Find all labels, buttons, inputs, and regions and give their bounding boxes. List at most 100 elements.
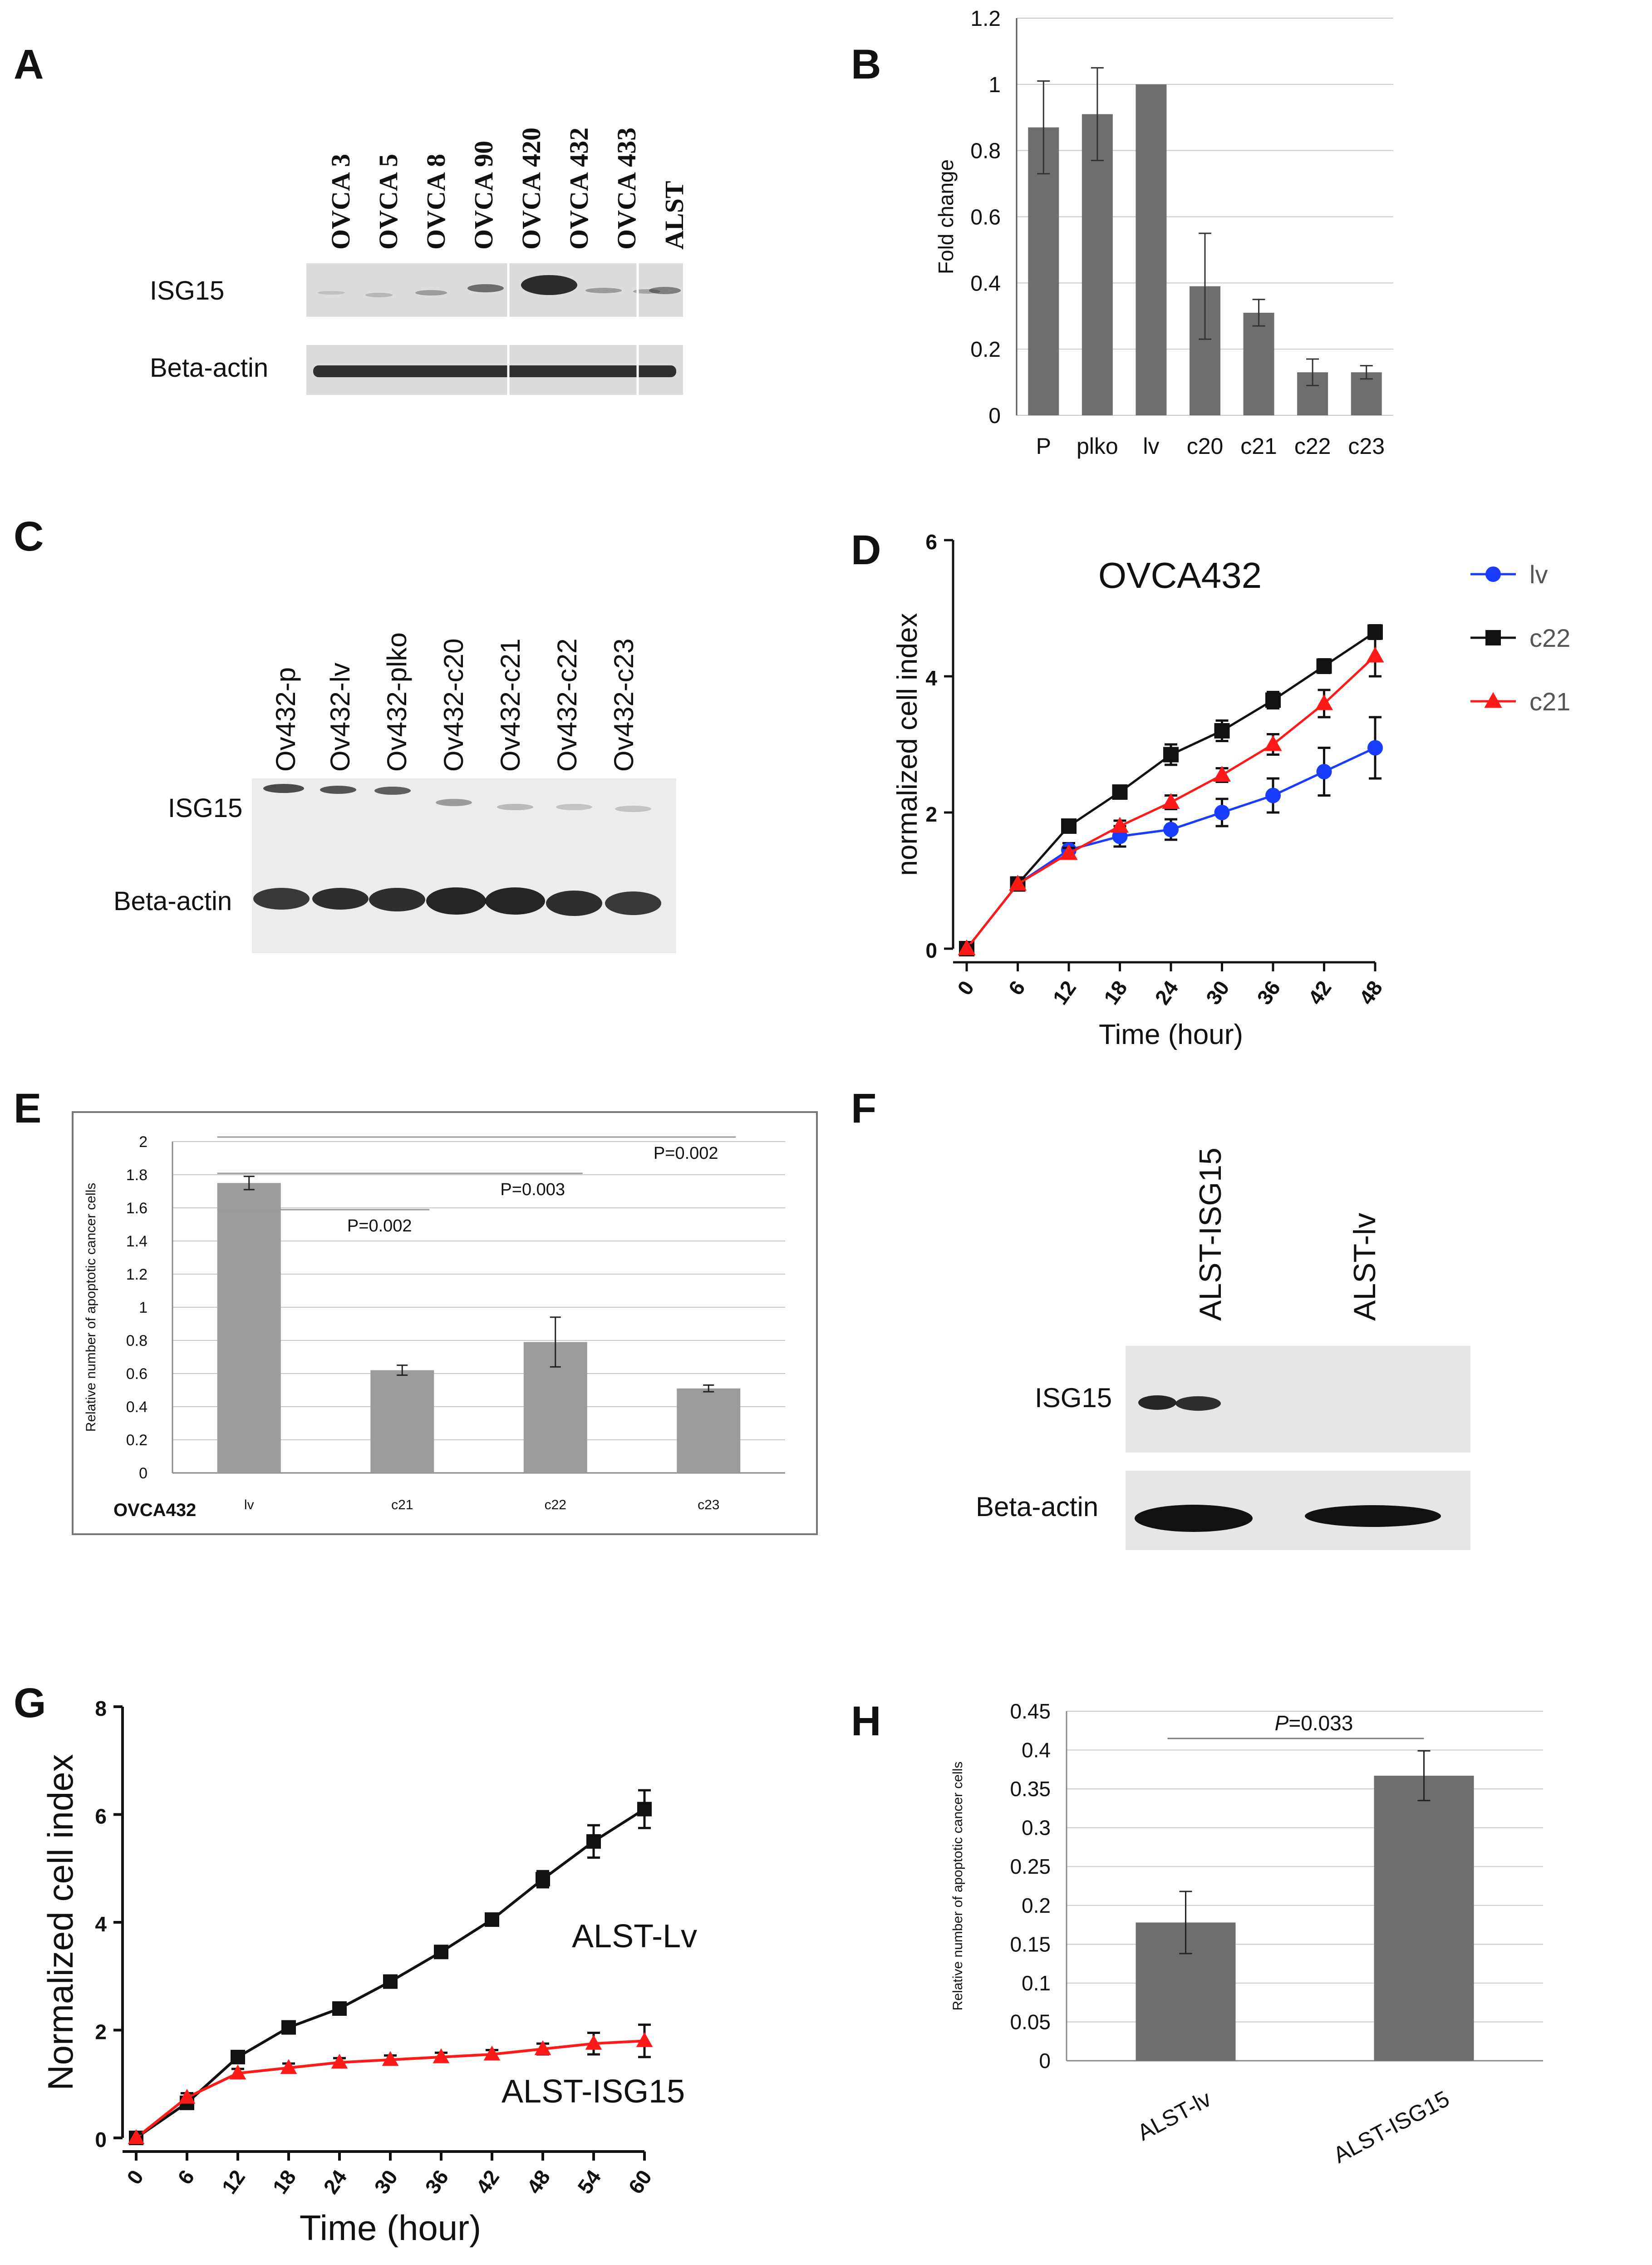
y-tick-label: 1.8 xyxy=(126,1167,148,1184)
panel-b-chart: 0 0.2 0.4 0.6 0.8 1 1.2 Fold change P plko lv c20 c2… xyxy=(934,7,1393,459)
data-point xyxy=(1060,844,1078,860)
x-tick-label: 60 xyxy=(624,2166,656,2198)
row-label-beta-actin: Beta-actin xyxy=(113,886,232,916)
bar xyxy=(370,1370,434,1473)
corner-label: OVCA432 xyxy=(113,1500,196,1520)
lane-label: OVCA 90 xyxy=(469,141,498,250)
y-tick-label: 0.8 xyxy=(970,139,1001,163)
lane-label: ALST xyxy=(659,181,689,250)
x-tick-label: 42 xyxy=(1303,976,1336,1009)
lane-label: Ov432-lv xyxy=(325,663,355,772)
data-point xyxy=(128,2129,145,2144)
data-point xyxy=(1214,805,1230,820)
y-tick-label: 0.2 xyxy=(126,1432,148,1449)
lane-label: OVCA 8 xyxy=(421,154,451,250)
legend-label: c21 xyxy=(1529,687,1570,716)
row-label-isg15: ISG15 xyxy=(168,793,242,823)
x-tick-label: 6 xyxy=(173,2166,199,2189)
panel-label-g: G xyxy=(14,1680,46,1726)
lane-label: Ov432-c23 xyxy=(609,639,639,772)
y-tick-label: 6 xyxy=(925,530,937,554)
x-tick-label: P xyxy=(1036,433,1051,459)
lane-label: Ov432-p xyxy=(270,667,301,772)
bar xyxy=(1028,127,1059,415)
x-tick-label: 0 xyxy=(122,2166,148,2189)
x-tick-label: 0 xyxy=(953,976,978,1000)
row-label-beta-actin: Beta-actin xyxy=(976,1492,1098,1522)
y-tick-label: 1.6 xyxy=(126,1200,148,1217)
panel-f-blot: ALST-ISG15 ALST-lv ISG15 Beta-actin xyxy=(976,1147,1470,1550)
data-point xyxy=(1214,723,1230,739)
chart-title: OVCA432 xyxy=(1098,555,1262,596)
bar xyxy=(1082,114,1113,416)
data-point xyxy=(636,2032,653,2047)
x-tick-label: 6 xyxy=(1003,976,1029,1000)
beta-actin-bands xyxy=(253,887,661,916)
lane-label: OVCA 5 xyxy=(374,154,403,250)
x-tick-label: ALST-lv xyxy=(1133,2086,1215,2146)
y-tick-label: 0.15 xyxy=(1010,1932,1051,1956)
x-tick-label: 36 xyxy=(1252,976,1285,1009)
y-tick-label: 8 xyxy=(95,1697,107,1720)
series-label: ALST-Lv xyxy=(572,1918,697,1955)
y-tick-label: 0.3 xyxy=(1022,1816,1051,1840)
bar xyxy=(1374,1776,1474,2061)
p-value-symbol: P xyxy=(1275,1711,1289,1735)
x-tick-label: 24 xyxy=(1150,976,1183,1009)
lane-label: Ov432-c20 xyxy=(438,639,469,772)
panel-e-chart: 0 0.2 0.4 0.6 0.8 1 1.2 1.4 1.6 1.8 2 Relative numb… xyxy=(72,1111,818,1535)
x-tick-label: c23 xyxy=(698,1497,719,1512)
legend-label: lv xyxy=(1529,560,1548,589)
x-tick-label: c20 xyxy=(1187,433,1224,459)
data-point xyxy=(1265,788,1281,803)
y-tick-label: 1.4 xyxy=(126,1233,148,1250)
panel-label-d: D xyxy=(851,527,881,573)
data-point xyxy=(1367,740,1383,756)
panel-label-c: C xyxy=(14,513,44,560)
x-tick-label: c22 xyxy=(545,1497,566,1512)
row-label-isg15: ISG15 xyxy=(150,276,224,305)
data-point xyxy=(586,1834,601,1849)
data-point xyxy=(281,2020,296,2035)
isg15-bands xyxy=(263,784,651,812)
bar xyxy=(677,1388,741,1473)
y-tick-label: 0.2 xyxy=(970,338,1001,362)
y-tick-label: 0.05 xyxy=(1010,2010,1051,2034)
y-tick-label: 2 xyxy=(925,803,937,826)
series-line xyxy=(966,631,1376,950)
data-point xyxy=(434,1945,448,1960)
x-tick-label: c21 xyxy=(1240,433,1277,459)
data-point xyxy=(1111,817,1129,833)
x-tick-label: 18 xyxy=(1099,976,1132,1009)
y-tick-label: 0.6 xyxy=(126,1365,148,1383)
data-point xyxy=(585,2034,602,2050)
data-point xyxy=(1162,793,1180,809)
x-tick-label: 18 xyxy=(268,2166,300,2198)
data-point xyxy=(483,2045,501,2061)
panel-c-blot: Ov432-p Ov432-lv Ov432-plko Ov432-c20 Ov… xyxy=(113,632,676,953)
beta-actin-bands xyxy=(1135,1505,1441,1532)
lane-label: OVCA 432 xyxy=(564,128,594,250)
y-tick-label: 0.4 xyxy=(126,1398,148,1416)
panel-label-a: A xyxy=(14,41,44,88)
lane-label: OVCA 3 xyxy=(326,154,355,250)
lane-label: OVCA 420 xyxy=(516,128,546,250)
row-label-isg15: ISG15 xyxy=(1035,1383,1112,1413)
data-point xyxy=(178,2088,196,2104)
x-tick-label: c21 xyxy=(391,1497,413,1512)
legend-marker xyxy=(1485,566,1501,582)
p-value-number: =0.033 xyxy=(1288,1711,1353,1735)
x-tick-label: 12 xyxy=(1048,976,1081,1009)
data-point xyxy=(1265,692,1281,708)
y-tick-label: 0.1 xyxy=(1022,1971,1051,1995)
data-point xyxy=(1264,735,1282,751)
x-tick-label: 12 xyxy=(217,2166,250,2198)
x-tick-label: 36 xyxy=(420,2166,453,2198)
data-point xyxy=(637,1802,652,1817)
panel-label-f: F xyxy=(851,1085,877,1132)
bar xyxy=(1136,84,1167,416)
beta-actin-bands xyxy=(313,365,676,377)
data-point xyxy=(1316,764,1332,779)
legend-marker xyxy=(1484,692,1502,708)
